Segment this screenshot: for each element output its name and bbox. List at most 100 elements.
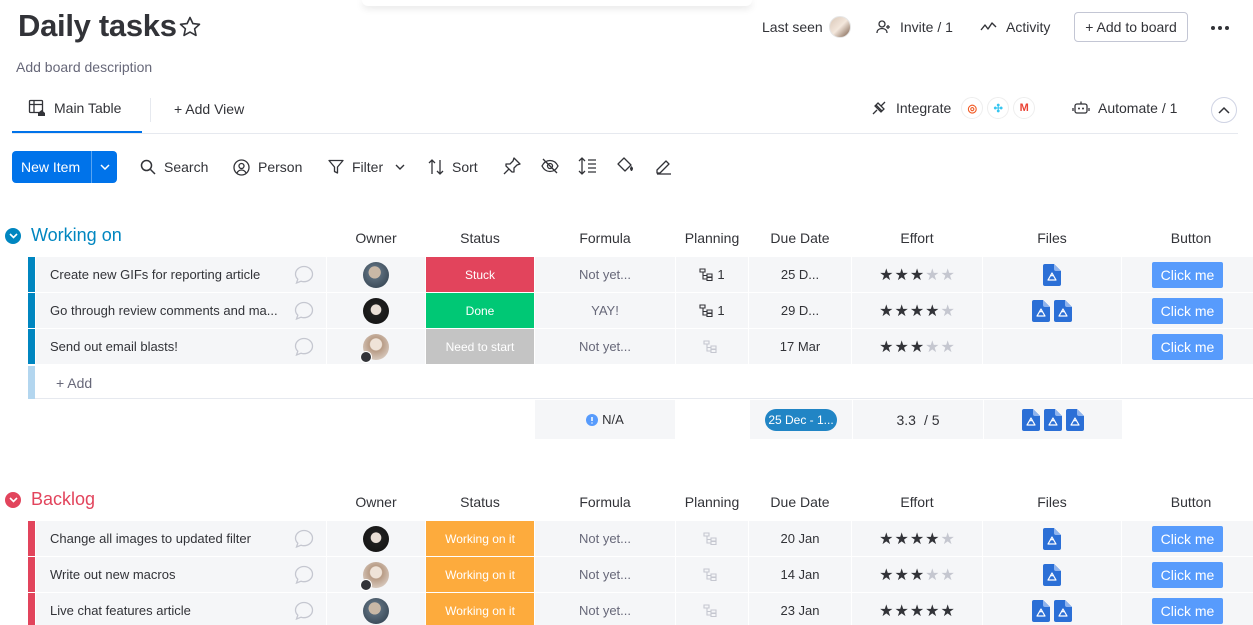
rating[interactable]: ★ ★ ★ ★ ★: [879, 565, 955, 585]
status-cell[interactable]: Working on it: [426, 593, 534, 625]
item-name[interactable]: Write out new macros: [50, 567, 176, 582]
table-row[interactable]: Go through review comments and ma... Done…: [28, 293, 1253, 328]
rating-star-icon[interactable]: ★: [925, 266, 940, 284]
effort-cell[interactable]: ★ ★ ★ ★ ★: [852, 329, 982, 364]
rating-star-icon[interactable]: ★: [940, 602, 955, 620]
due-date-cell[interactable]: 25 D...: [749, 257, 851, 292]
rating-star-icon[interactable]: ★: [909, 266, 925, 284]
rating-star-icon[interactable]: ★: [909, 338, 925, 356]
google-drive-file-icon[interactable]: [1054, 299, 1072, 322]
effort-cell[interactable]: ★ ★ ★ ★ ★: [852, 257, 982, 292]
color-fill-icon[interactable]: [616, 156, 638, 178]
owner-cell[interactable]: [327, 257, 425, 292]
files-cell[interactable]: [983, 521, 1121, 556]
click-me-button[interactable]: Click me: [1152, 333, 1223, 360]
planning-cell[interactable]: [676, 557, 748, 592]
more-options-icon[interactable]: [1208, 16, 1232, 40]
activity-button[interactable]: Activity: [980, 12, 1050, 42]
col-header-formula[interactable]: Formula: [579, 494, 631, 510]
files-cell[interactable]: [983, 257, 1121, 292]
rating-star-icon[interactable]: ★: [879, 266, 894, 284]
rating-star-icon[interactable]: ★: [909, 302, 925, 320]
add-item-row[interactable]: + Add: [28, 366, 1253, 399]
rating-star-icon[interactable]: ★: [879, 302, 894, 320]
planning-cell[interactable]: 1: [676, 293, 748, 328]
effort-cell[interactable]: ★ ★ ★ ★ ★: [852, 557, 982, 592]
item-name-cell[interactable]: Create new GIFs for reporting article: [36, 257, 326, 292]
item-name-cell[interactable]: Send out email blasts!: [36, 329, 326, 364]
comment-button[interactable]: [282, 257, 326, 292]
col-header-files[interactable]: Files: [1037, 494, 1067, 510]
due-date-cell[interactable]: 14 Jan: [749, 557, 851, 592]
rating-star-icon[interactable]: ★: [940, 338, 955, 356]
col-header-owner[interactable]: Owner: [355, 494, 397, 510]
rating-star-icon[interactable]: ★: [940, 266, 955, 284]
click-me-button[interactable]: Click me: [1152, 561, 1223, 588]
due-date-cell[interactable]: 29 D...: [749, 293, 851, 328]
col-header-owner[interactable]: Owner: [355, 230, 397, 246]
rating-star-icon[interactable]: ★: [879, 338, 894, 356]
board-description[interactable]: Add board description: [16, 59, 153, 75]
new-item-button[interactable]: New Item: [12, 151, 117, 183]
owner-cell[interactable]: [327, 329, 425, 364]
comment-button[interactable]: [282, 593, 326, 625]
google-drive-file-icon[interactable]: [1044, 408, 1062, 431]
item-name[interactable]: Change all images to updated filter: [50, 531, 251, 546]
planning-cell[interactable]: [676, 593, 748, 625]
comment-button[interactable]: [282, 557, 326, 592]
sort-button[interactable]: Sort: [428, 152, 478, 182]
rating-star-icon[interactable]: ★: [909, 602, 925, 620]
google-drive-file-icon[interactable]: [1043, 263, 1061, 286]
filter-button[interactable]: Filter: [328, 152, 405, 182]
rating[interactable]: ★ ★ ★ ★ ★: [879, 265, 955, 285]
owner-cell[interactable]: [327, 293, 425, 328]
table-row[interactable]: Create new GIFs for reporting article Stu…: [28, 257, 1253, 292]
owner-cell[interactable]: [327, 521, 425, 556]
board-title[interactable]: Daily tasks: [18, 8, 177, 43]
planning-cell[interactable]: [676, 521, 748, 556]
rating-star-icon[interactable]: ★: [879, 566, 894, 584]
files-cell[interactable]: [983, 593, 1121, 625]
google-drive-file-icon[interactable]: [1043, 527, 1061, 550]
click-me-button[interactable]: Click me: [1152, 261, 1223, 288]
add-to-board-button[interactable]: + Add to board: [1074, 12, 1188, 42]
due-date-cell[interactable]: 17 Mar: [749, 329, 851, 364]
effort-cell[interactable]: ★ ★ ★ ★ ★: [852, 293, 982, 328]
google-drive-file-icon[interactable]: [1066, 408, 1084, 431]
owner-cell[interactable]: [327, 593, 425, 625]
col-header-button[interactable]: Button: [1170, 230, 1212, 246]
click-me-button[interactable]: Click me: [1152, 525, 1223, 552]
last-seen[interactable]: Last seen: [762, 12, 851, 42]
click-me-button[interactable]: Click me: [1152, 297, 1223, 324]
planning-cell[interactable]: 1: [676, 257, 748, 292]
invite-button[interactable]: Invite / 1: [876, 12, 953, 42]
group-title-backlog[interactable]: Backlog: [5, 489, 95, 510]
table-row[interactable]: Write out new macros Working on it Not yet…: [28, 557, 1253, 592]
comment-button[interactable]: [282, 293, 326, 328]
rating-star-icon[interactable]: ★: [894, 566, 909, 584]
add-view-button[interactable]: + Add View: [174, 94, 244, 124]
item-name-cell[interactable]: Go through review comments and ma...: [36, 293, 326, 328]
rating-star-icon[interactable]: ★: [909, 566, 925, 584]
files-cell[interactable]: [983, 557, 1121, 592]
effort-cell[interactable]: ★ ★ ★ ★ ★: [852, 521, 982, 556]
rating-star-icon[interactable]: ★: [940, 302, 955, 320]
item-name[interactable]: Send out email blasts!: [50, 339, 178, 354]
status-cell[interactable]: Working on it: [426, 521, 534, 556]
tab-main-table[interactable]: Main Table: [28, 93, 121, 123]
col-header-status[interactable]: Status: [460, 494, 500, 510]
col-header-planning[interactable]: Planning: [684, 494, 740, 510]
rating[interactable]: ★ ★ ★ ★ ★: [879, 301, 955, 321]
table-row[interactable]: Change all images to updated filter Worki…: [28, 521, 1253, 556]
automate-button[interactable]: Automate / 1: [1072, 93, 1177, 123]
google-drive-file-icon[interactable]: [1022, 408, 1040, 431]
row-height-icon[interactable]: [578, 156, 600, 178]
item-name-cell[interactable]: Write out new macros: [36, 557, 326, 592]
item-name[interactable]: Live chat features article: [50, 603, 191, 618]
col-header-files[interactable]: Files: [1037, 230, 1067, 246]
status-cell[interactable]: Done: [426, 293, 534, 328]
item-name[interactable]: Create new GIFs for reporting article: [50, 267, 261, 282]
status-cell[interactable]: Stuck: [426, 257, 534, 292]
table-row[interactable]: Send out email blasts! Need to start Not y…: [28, 329, 1253, 364]
rating-star-icon[interactable]: ★: [940, 566, 955, 584]
